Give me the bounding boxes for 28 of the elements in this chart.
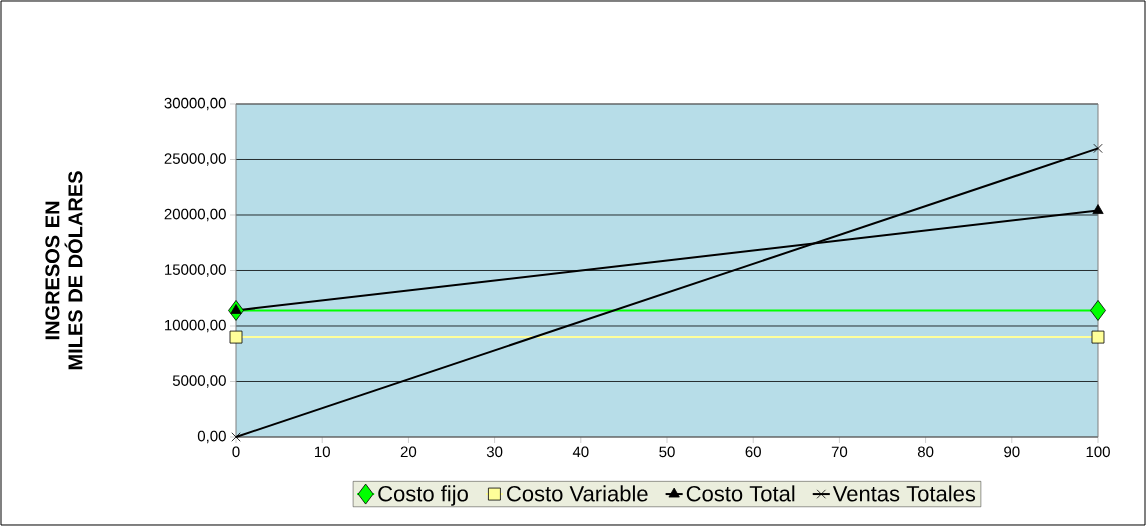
x-tick-label: 60 bbox=[745, 446, 761, 458]
y-tick-label: 25000,00 bbox=[164, 153, 226, 166]
y-tick-label: 10000,00 bbox=[165, 319, 226, 333]
x-tick-label: 90 bbox=[1004, 446, 1020, 458]
legend-label: Costo Total bbox=[686, 485, 795, 502]
x-tick-label: 50 bbox=[659, 446, 675, 458]
x-tick-label: 100 bbox=[1086, 446, 1110, 458]
x-tick-label: 80 bbox=[917, 446, 934, 458]
x-tick-label: 10 bbox=[315, 446, 330, 458]
legend-label: Costo Variable bbox=[507, 485, 648, 502]
point bbox=[231, 432, 241, 442]
y-axis-title: INGRESOS EN MILES DE DÓLARES bbox=[45, 171, 83, 370]
point bbox=[1093, 143, 1103, 154]
y-tick-label: 15000,00 bbox=[165, 264, 226, 277]
legend-label: Costo fijo bbox=[378, 485, 468, 506]
x-tick-label: 40 bbox=[572, 446, 589, 458]
x-tick-label: 30 bbox=[486, 446, 503, 458]
y-tick-label: 30000,00 bbox=[164, 97, 226, 111]
x-tick-label: 70 bbox=[831, 446, 848, 458]
y-tick-label: 20000,00 bbox=[164, 208, 226, 222]
point bbox=[229, 330, 243, 344]
point bbox=[1090, 300, 1106, 321]
x-tick-label: 20 bbox=[400, 446, 417, 458]
point bbox=[1091, 330, 1105, 344]
x-tick-label: 0 bbox=[232, 446, 240, 458]
y-tick-label: 5000,00 bbox=[172, 375, 226, 388]
legend-label: Ventas Totales bbox=[832, 485, 976, 502]
y-tick-label: 0,00 bbox=[197, 430, 226, 444]
